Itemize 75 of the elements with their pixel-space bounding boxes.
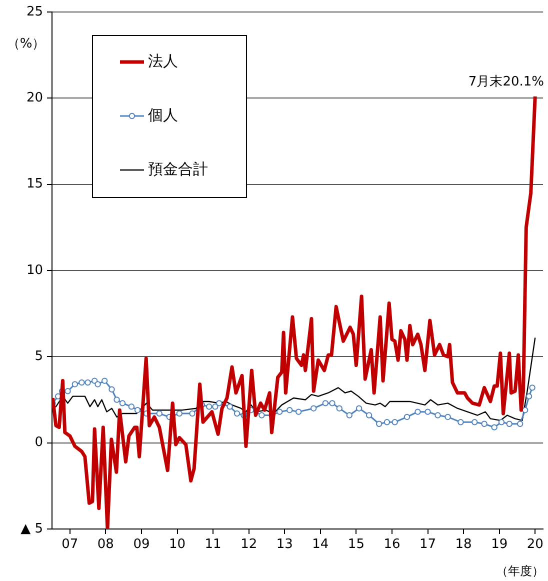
x-tick-label: 13	[276, 537, 293, 552]
y-tick-label: 0	[34, 435, 43, 450]
point	[234, 410, 240, 417]
point	[119, 400, 126, 406]
point	[516, 420, 524, 427]
x-tick-label: 17	[419, 537, 436, 552]
legend-label: 法人	[148, 52, 178, 70]
point	[84, 379, 91, 386]
point	[481, 420, 488, 427]
x-tick-label: 20	[526, 537, 544, 552]
x-tick-label: 19	[491, 537, 508, 552]
point	[78, 379, 85, 386]
point	[424, 408, 431, 415]
point	[506, 420, 512, 427]
point	[392, 419, 398, 426]
point	[286, 406, 293, 414]
point	[310, 405, 317, 412]
x-axis-title: （年度）	[496, 564, 544, 578]
point	[322, 400, 329, 406]
point	[434, 412, 441, 418]
point	[176, 410, 183, 417]
point	[258, 412, 265, 418]
x-tick-label: 08	[97, 537, 114, 552]
point	[522, 406, 528, 414]
point	[458, 419, 464, 426]
annotation: 7月末20.1%	[468, 74, 544, 90]
point	[189, 410, 196, 417]
x-tick-label: 14	[312, 537, 329, 552]
point	[498, 419, 505, 426]
y-tick-label: 15	[26, 176, 43, 192]
y-tick-label: 5	[34, 349, 43, 364]
point	[212, 404, 218, 410]
y-tick-label: 25	[26, 4, 43, 20]
x-tick-label: 15	[348, 537, 364, 552]
point	[526, 393, 532, 400]
point	[376, 420, 382, 427]
point	[72, 381, 78, 388]
point	[128, 404, 135, 410]
x-tick-label: 10	[168, 537, 186, 552]
point	[295, 408, 302, 415]
point	[329, 400, 336, 406]
point	[414, 408, 421, 415]
y-tick-label: 20	[26, 90, 43, 106]
point	[336, 405, 342, 412]
point	[276, 408, 283, 415]
point	[491, 424, 498, 430]
y-tick-label: 10	[26, 262, 43, 278]
point	[64, 388, 71, 394]
point	[444, 414, 451, 420]
point	[108, 386, 115, 393]
point	[94, 381, 101, 388]
point	[472, 419, 478, 426]
point	[102, 378, 108, 384]
point	[216, 400, 222, 406]
x-tick-label: 16	[384, 537, 400, 552]
point	[156, 410, 162, 417]
point	[356, 405, 362, 412]
point	[114, 396, 120, 403]
point	[226, 404, 233, 410]
point	[346, 412, 352, 418]
y-axis-title: （%）	[6, 36, 46, 52]
x-tick-label: 07	[62, 537, 78, 552]
x-tick-label: 11	[204, 537, 222, 552]
legend-label: 預金合計	[148, 160, 208, 178]
y-tick-label: ▲ 5	[20, 521, 43, 536]
x-tick-label: 12	[240, 537, 258, 552]
x-tick-label: 09	[133, 537, 150, 552]
legend-label: 個人	[148, 106, 178, 124]
point	[384, 419, 390, 426]
x-tick-label: 18	[455, 537, 472, 552]
point	[134, 406, 141, 414]
point	[206, 404, 212, 410]
point	[529, 384, 536, 391]
point	[366, 412, 372, 418]
point	[404, 414, 410, 420]
